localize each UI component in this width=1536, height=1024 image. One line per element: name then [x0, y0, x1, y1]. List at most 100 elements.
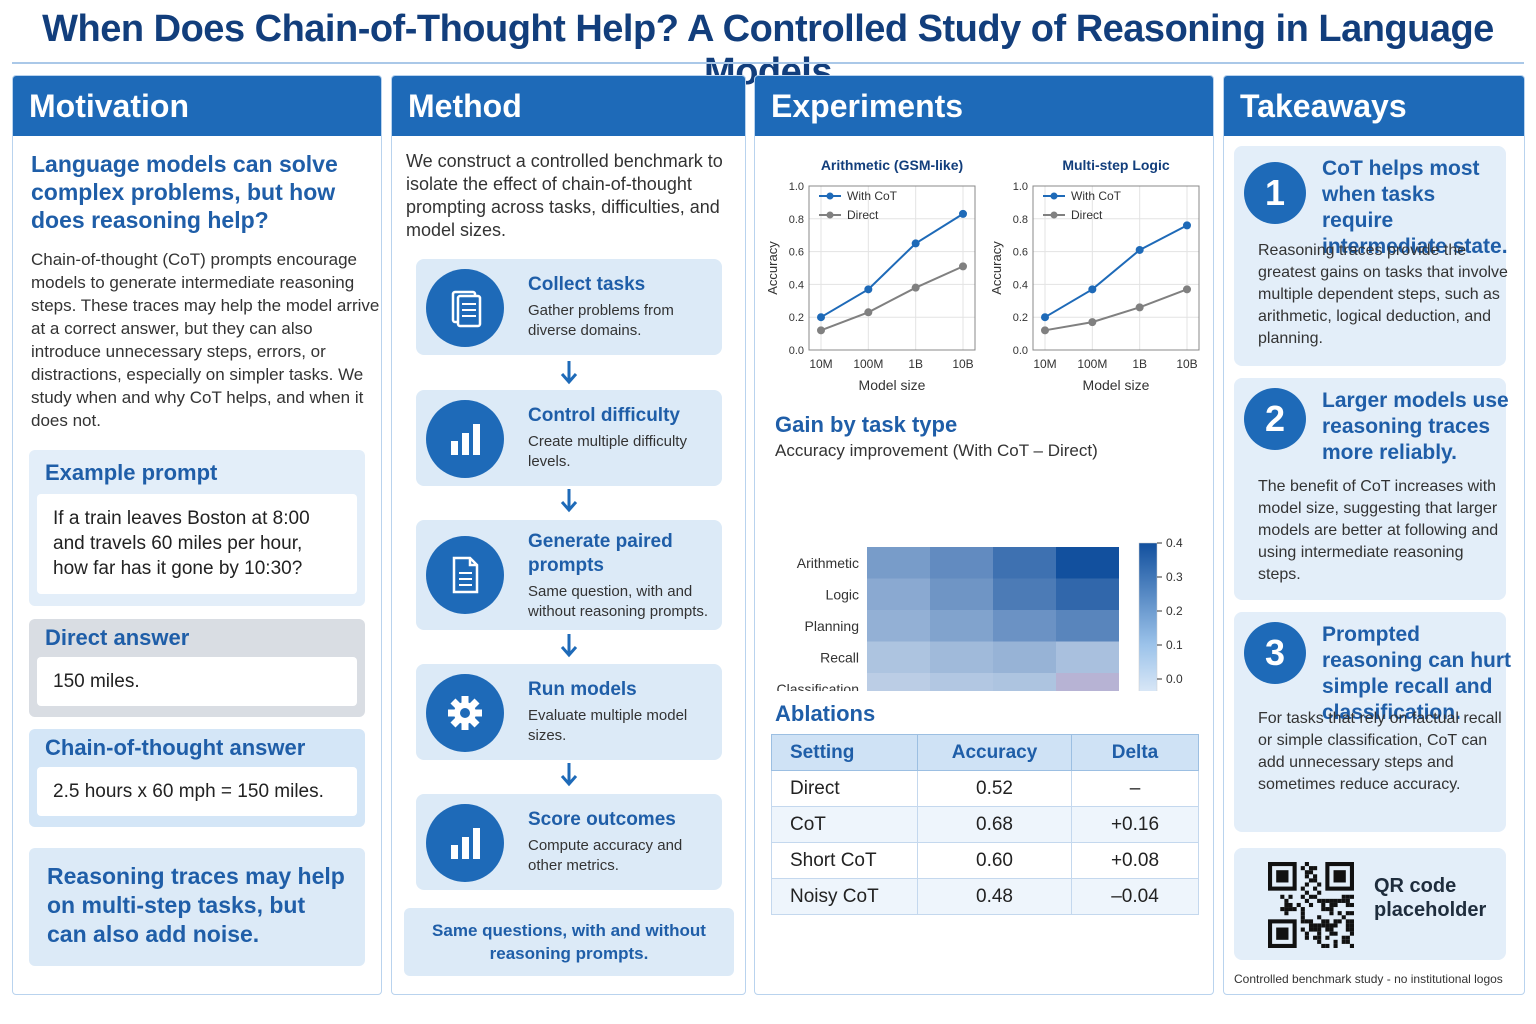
qr-module — [1329, 911, 1334, 916]
qr-code-box: QR code placeholder — [1234, 848, 1506, 960]
qr-module — [1345, 923, 1350, 928]
qr-module — [1313, 866, 1318, 871]
table-cell: +0.16 — [1071, 806, 1199, 843]
qr-module — [1317, 931, 1322, 936]
table-cell: – — [1071, 770, 1199, 807]
qr-module — [1288, 894, 1293, 899]
qr-module — [1304, 935, 1309, 940]
heatmap-cell — [993, 610, 1056, 642]
heatmap-title: Gain by task type — [775, 412, 958, 437]
qr-module — [1349, 943, 1354, 948]
qr-module — [1308, 902, 1314, 908]
bar-chart-icon — [426, 804, 504, 882]
motivation-column: Motivation Language models can solve com… — [12, 75, 382, 995]
x-tick-label: 1B — [908, 357, 923, 371]
y-tick-label: 0.2 — [789, 312, 804, 324]
column-header: Setting — [771, 734, 918, 771]
method-header: Method — [392, 76, 745, 136]
qr-module — [1288, 902, 1293, 908]
qr-module — [1349, 894, 1354, 899]
plot-frame — [808, 185, 976, 351]
heatmap-cell — [993, 673, 1056, 691]
heatmap-cell — [867, 578, 930, 610]
y-tick-label: 0.6 — [1013, 247, 1028, 259]
chart-title: Arithmetic (GSM-like) — [821, 157, 963, 173]
x-axis-label: Model size — [859, 377, 926, 393]
qr-module — [1313, 886, 1318, 891]
qr-module — [1329, 902, 1334, 908]
qr-module — [1304, 931, 1309, 936]
qr-module — [1300, 886, 1305, 891]
motivation-paragraph: Chain-of-thought (CoT) prompts encourage… — [31, 250, 380, 430]
takeaway-title: Larger models use reasoning traces more … — [1322, 389, 1509, 464]
takeaway-number: 1 — [1244, 162, 1306, 224]
document-list-icon — [426, 269, 504, 347]
x-tick-label: 100M — [853, 357, 883, 371]
x-axis-label: Model size — [1083, 377, 1150, 393]
table-row: Noisy CoT 0.48 –0.04 — [771, 878, 1199, 915]
row-label: Planning — [805, 618, 860, 634]
takeaway-body: For tasks that rely on factual recall or… — [1258, 710, 1502, 793]
qr-module — [1333, 898, 1338, 903]
x-tick-label: 1B — [1132, 357, 1147, 371]
takeaways-header: Takeaways — [1224, 76, 1524, 136]
qr-module — [1308, 923, 1314, 928]
qr-module — [1349, 919, 1354, 924]
step-title: Collect tasks — [528, 274, 646, 295]
heatmap-cell — [1056, 578, 1119, 610]
heatmap-cell — [930, 673, 993, 691]
data-point — [1088, 285, 1097, 294]
qr-finder — [1276, 927, 1289, 940]
qr-module — [1337, 911, 1342, 916]
qr-module — [1300, 907, 1305, 912]
qr-module — [1308, 870, 1314, 875]
qr-module — [1329, 931, 1334, 936]
qr-module — [1333, 919, 1338, 924]
table-cell: 0.60 — [917, 842, 1072, 879]
qr-module — [1284, 911, 1289, 916]
method-intro: We construct a controlled benchmark to i… — [406, 151, 723, 240]
bar-chart-icon — [426, 400, 504, 478]
qr-module — [1304, 890, 1309, 895]
table-header-row: Setting Accuracy Delta — [771, 734, 1199, 771]
step-desc: Same question, with and without reasonin… — [528, 583, 709, 620]
qr-finder — [1333, 870, 1346, 883]
qr-module — [1308, 866, 1314, 871]
ablations-title: Ablations — [775, 701, 876, 726]
direct-answer-card: Direct answer 150 miles. — [29, 619, 365, 717]
qr-module — [1317, 927, 1322, 932]
data-point — [1088, 318, 1097, 327]
series-line — [820, 213, 964, 319]
colorbar — [1138, 542, 1158, 691]
ablations-table: Setting Accuracy Delta Direct 0.52 – CoT… — [771, 734, 1199, 915]
table-row: Short CoT 0.60 +0.08 — [771, 842, 1199, 879]
data-point — [911, 283, 920, 292]
document-icon — [426, 536, 504, 614]
heatmap-cell — [993, 547, 1056, 579]
qr-code-label: QR code placeholder — [1374, 875, 1487, 921]
method-step-generate-prompts: Generate paired prompts Same question, w… — [416, 520, 722, 630]
heatmap-cell — [993, 641, 1056, 673]
legend-marker — [1050, 211, 1058, 219]
legend-marker — [826, 192, 834, 200]
y-tick-label: 0.4 — [789, 279, 804, 291]
row-label: Logic — [826, 586, 859, 602]
step-desc: Create multiple difficulty levels. — [528, 433, 687, 470]
y-tick-label: 0.6 — [789, 247, 804, 259]
qr-module — [1349, 923, 1354, 928]
qr-module — [1329, 907, 1334, 912]
qr-module — [1313, 874, 1318, 879]
experiments-column: Experiments Arithmetic (GSM-like) 0.0 0.2 0… — [754, 75, 1214, 995]
qr-module — [1313, 935, 1318, 940]
arrow-down-icon — [560, 763, 578, 787]
qr-module — [1325, 935, 1330, 940]
step-desc: Evaluate multiple model sizes. — [528, 707, 688, 744]
heatmap-cell — [930, 641, 993, 673]
table-cell: Short CoT — [771, 842, 918, 879]
method-step-run-models: Run models Evaluate multiple model sizes… — [416, 664, 722, 760]
example-prompt-heading: Example prompt — [45, 460, 218, 485]
heatmap-cell — [867, 641, 930, 673]
motivation-header: Motivation — [13, 76, 381, 136]
column-header: Delta — [1071, 734, 1199, 771]
qr-module — [1333, 902, 1338, 908]
